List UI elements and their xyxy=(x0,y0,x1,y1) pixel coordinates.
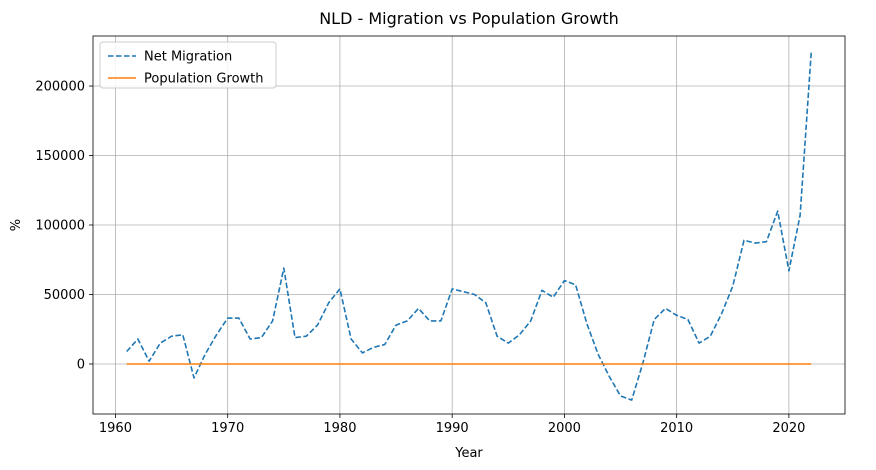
y-tick-label: 100000 xyxy=(35,219,85,234)
series-line-1 xyxy=(126,51,813,401)
chart-title: NLD - Migration vs Population Growth xyxy=(319,9,619,28)
legend: Net Migration Population Growth xyxy=(99,41,277,89)
y-tick-label: 200000 xyxy=(35,80,85,95)
x-axis-label: Year xyxy=(454,446,483,461)
x-tick-label: 2000 xyxy=(548,421,581,436)
x-tick-label: 1960 xyxy=(99,421,132,436)
ticks-group: 1960 1970 1980 1990 2000 2010 2020 0 50000 100000… xyxy=(35,80,805,436)
legend-box xyxy=(99,41,277,89)
y-tick-label: 150000 xyxy=(35,149,85,164)
y-tick-label: 50000 xyxy=(44,288,85,303)
legend-label-1: Net Migration xyxy=(144,50,232,65)
x-tick-label: 1990 xyxy=(436,421,469,436)
legend-label-2: Population Growth xyxy=(144,72,264,87)
series-group xyxy=(126,51,813,401)
x-tick-label: 2010 xyxy=(660,421,693,436)
y-tick-label: 0 xyxy=(77,357,85,372)
x-tick-label: 2020 xyxy=(772,421,805,436)
y-axis-label: % xyxy=(9,219,24,231)
x-tick-label: 1980 xyxy=(323,421,356,436)
x-tick-label: 1970 xyxy=(211,421,244,436)
